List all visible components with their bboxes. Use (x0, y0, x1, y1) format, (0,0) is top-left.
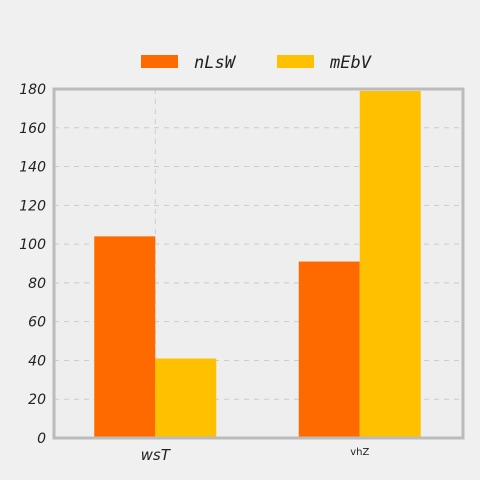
legend-label-nLsW: nLsW (194, 53, 237, 73)
y-tick-label: 60 (28, 315, 46, 331)
x-tick-label-wsT: wsT (141, 446, 172, 464)
y-tick-label: 140 (19, 160, 46, 176)
y-tick-label: 100 (19, 237, 46, 253)
x-axis-labels: wsT vhZ (141, 446, 370, 464)
axes-frame (52, 87, 465, 440)
legend-label-mEbV: mEbV (329, 53, 372, 73)
bar-mEbV-wsT (155, 358, 217, 438)
bar-mEbV-vhZ (359, 90, 421, 438)
y-tick-label: 0 (37, 431, 46, 447)
bars (94, 90, 421, 438)
legend: nLsW mEbV (141, 53, 372, 73)
y-tick-label: 160 (19, 121, 46, 137)
legend-swatch-mEbV (277, 55, 314, 68)
legend-swatch-nLsW (141, 55, 178, 68)
x-tick-label-vhZ: vhZ (350, 447, 369, 458)
bar-nLsW-wsT (94, 236, 156, 438)
y-tick-label: 80 (28, 276, 46, 292)
y-tick-label: 180 (19, 82, 46, 98)
y-axis-ticks: 0 20 40 60 80 100 120 140 160 180 (19, 82, 46, 447)
y-tick-label: 40 (28, 353, 46, 369)
bar-nLsW-vhZ (298, 261, 360, 438)
y-tick-label: 20 (28, 392, 46, 408)
y-tick-label: 120 (19, 198, 46, 214)
